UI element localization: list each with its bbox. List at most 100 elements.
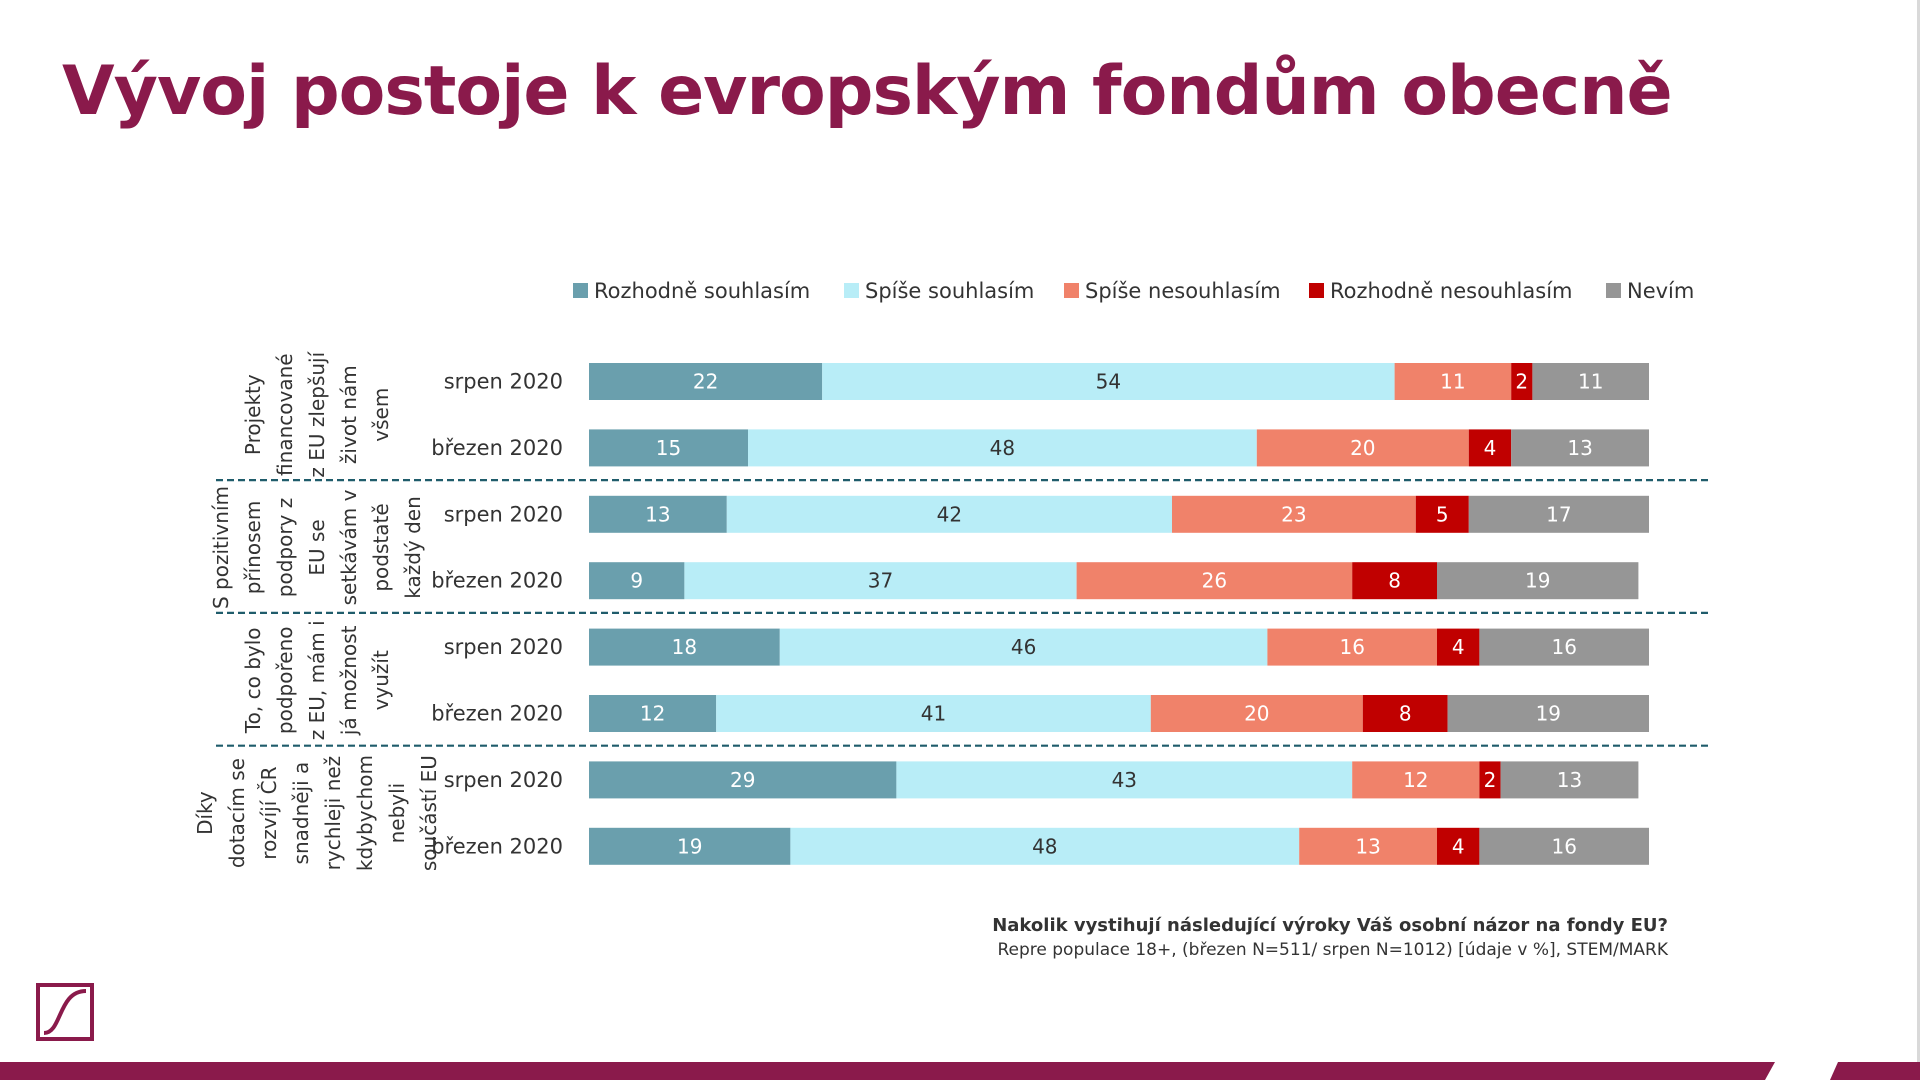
bar-segment xyxy=(822,363,1395,400)
bar-segment xyxy=(1511,363,1533,400)
legend-swatch xyxy=(1309,283,1324,298)
bar-segment xyxy=(589,628,780,666)
bar-segment xyxy=(589,695,717,732)
data-label: 15 xyxy=(656,436,681,460)
data-label: 13 xyxy=(1355,834,1380,858)
bar-segment xyxy=(589,495,727,533)
bar-segment xyxy=(1447,695,1649,732)
bar-segment xyxy=(589,562,685,600)
group-label-line: nebyli xyxy=(385,783,409,844)
legend-label: Spíše nesouhlasím xyxy=(1085,279,1281,303)
group-label-line: podpory z xyxy=(273,498,297,597)
group-label-line: podpořeno xyxy=(273,627,297,735)
bar-segment xyxy=(1076,562,1353,600)
bar-segment xyxy=(1511,429,1649,467)
legend-swatch xyxy=(1064,283,1079,298)
chart-footer: Nakolik vystihují následující výroky Váš… xyxy=(992,915,1668,960)
group-label-line: já možnost xyxy=(337,625,361,736)
group-label-line: součástí EU xyxy=(417,755,441,871)
bar-segment xyxy=(589,363,823,400)
legend-swatch xyxy=(573,283,588,298)
bar-segment xyxy=(1352,562,1437,600)
group-label-line: Díky xyxy=(193,791,217,835)
group-label-line: využít xyxy=(369,650,393,710)
legend-label: Rozhodně souhlasím xyxy=(594,279,810,303)
data-label: 2 xyxy=(1484,768,1497,792)
data-label: 18 xyxy=(672,635,697,659)
bar-segment xyxy=(726,495,1172,533)
group-label-line: S pozitivním xyxy=(209,486,233,609)
row-label: březen 2020 xyxy=(431,569,563,593)
group-label: To, co bylo podpořeno z EU, mám i já možnos… xyxy=(241,620,393,740)
bar-segment xyxy=(1532,363,1649,400)
bar-segment xyxy=(748,429,1257,467)
group-label-line: setkávám v xyxy=(337,489,361,605)
bar-segment xyxy=(1468,495,1649,533)
row-labels: srpen 2020 březen 2020 srpen 2020 březen 20… xyxy=(431,370,563,859)
data-label: 20 xyxy=(1350,436,1375,460)
group-label-line: každý den xyxy=(401,496,425,599)
bar-segment xyxy=(716,695,1151,732)
group-label-line: financované xyxy=(273,353,297,476)
data-label: 20 xyxy=(1244,702,1269,726)
legend-label: Nevím xyxy=(1627,279,1694,303)
row-label: srpen 2020 xyxy=(444,502,563,526)
row-label: březen 2020 xyxy=(431,834,563,858)
data-label: 13 xyxy=(1567,436,1592,460)
row-label: březen 2020 xyxy=(431,702,563,726)
bar-segment xyxy=(1299,827,1437,865)
group-label-line: EU se xyxy=(305,519,329,575)
data-label: 22 xyxy=(693,370,718,394)
data-label: 13 xyxy=(1557,768,1582,792)
data-label: 8 xyxy=(1399,702,1412,726)
legend-swatch xyxy=(844,283,859,298)
data-label: 23 xyxy=(1281,502,1306,526)
bar-segment xyxy=(1415,495,1469,533)
legend-label: Spíše souhlasím xyxy=(865,279,1034,303)
bar-segment xyxy=(1500,761,1639,799)
legend-swatch xyxy=(1606,283,1621,298)
group-label-line: dotacím se xyxy=(225,758,249,868)
group-label-line: z EU, mám i xyxy=(305,620,329,740)
group-label-line: rychleji než xyxy=(321,756,345,871)
bar-segment xyxy=(779,628,1268,666)
bar-segment xyxy=(1479,761,1501,799)
row-label: březen 2020 xyxy=(431,436,563,460)
bar-segment xyxy=(589,761,897,799)
data-label: 16 xyxy=(1551,834,1576,858)
data-label: 48 xyxy=(1032,834,1057,858)
group-label-line: To, co bylo xyxy=(241,627,265,734)
data-label: 5 xyxy=(1436,502,1449,526)
bar-segment xyxy=(1479,628,1649,666)
data-label: 13 xyxy=(645,502,670,526)
data-label: 19 xyxy=(1536,702,1561,726)
bar-segment xyxy=(1150,695,1363,732)
logo-icon xyxy=(36,983,94,1041)
chart-legend: Rozhodně souhlasím Spíše souhlasím Spíše n… xyxy=(573,279,1694,303)
survey-question: Nakolik vystihují následující výroky Váš… xyxy=(992,915,1668,936)
bar-segment xyxy=(1352,761,1480,799)
data-label: 37 xyxy=(868,569,893,593)
data-label: 43 xyxy=(1112,768,1137,792)
bar-segment xyxy=(1362,695,1448,732)
group-label: Projekty financované z EU zlepšují život ná… xyxy=(241,350,393,477)
slide-edge xyxy=(1917,0,1920,1080)
data-label: 12 xyxy=(1403,768,1428,792)
data-label: 12 xyxy=(640,702,665,726)
group-labels: Projekty financované z EU zlepšují život ná… xyxy=(193,350,441,871)
data-label: 11 xyxy=(1440,370,1465,394)
group-label-line: život nám xyxy=(337,365,361,464)
data-label: 42 xyxy=(937,502,962,526)
data-label: 9 xyxy=(630,569,643,593)
group-label-line: snadněji a xyxy=(289,762,313,865)
data-label: 4 xyxy=(1452,635,1465,659)
data-label: 29 xyxy=(730,768,755,792)
data-label: 19 xyxy=(1525,569,1550,593)
group-label-line: rozvíjí ČR xyxy=(257,766,281,859)
data-label: 46 xyxy=(1011,635,1036,659)
bar-segment xyxy=(589,429,748,467)
group-label-line: kdybychom xyxy=(353,755,377,871)
bar-segment xyxy=(1468,429,1512,467)
bar-segment xyxy=(684,562,1077,600)
